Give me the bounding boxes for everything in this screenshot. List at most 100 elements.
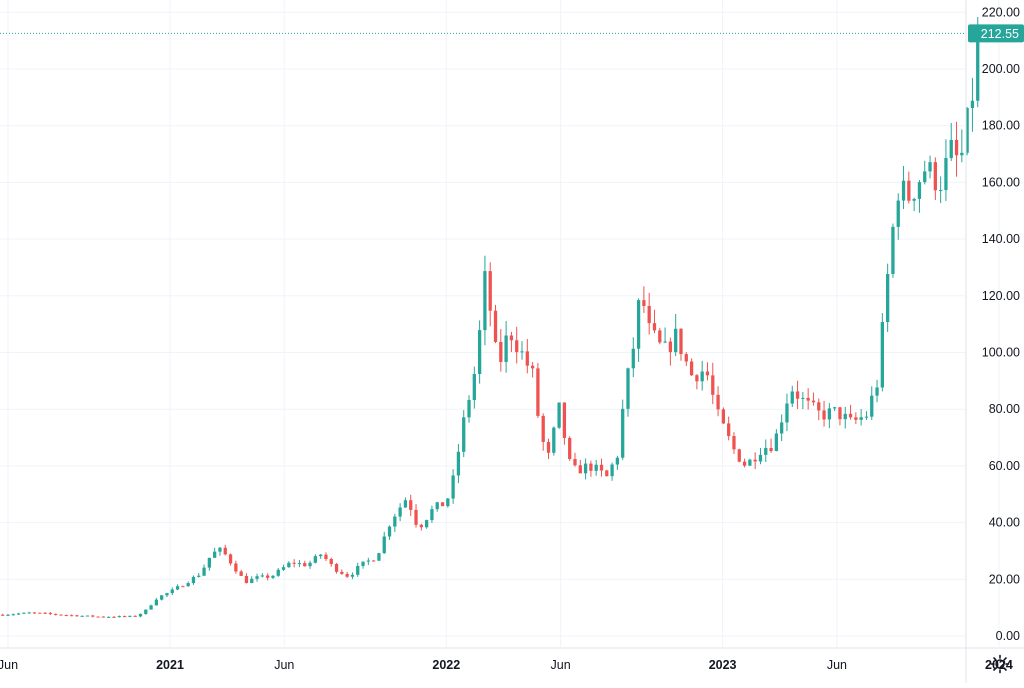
candle-body	[636, 300, 641, 349]
candle-body	[679, 328, 683, 355]
candle-body	[536, 368, 540, 416]
y-tick-label: 0.00	[996, 629, 1020, 643]
x-tick-label: Jun	[827, 658, 847, 672]
y-tick-label: 160.00	[982, 175, 1020, 189]
y-tick-label: 60.00	[989, 459, 1020, 473]
candle-body	[234, 563, 238, 572]
candle-layer	[1, 16, 980, 618]
settings-gear-icon[interactable]	[990, 654, 1010, 674]
candle-body	[833, 407, 837, 409]
candle-body	[59, 614, 63, 616]
candle-body	[727, 423, 731, 437]
candle-body	[806, 397, 810, 401]
candle-body	[589, 463, 593, 471]
candle-body	[795, 391, 800, 399]
candle-body	[91, 615, 95, 617]
candle-body	[907, 180, 911, 201]
candle-body	[287, 562, 291, 568]
candle-body	[515, 340, 519, 353]
candle-body	[1, 614, 5, 616]
candle-body	[875, 387, 879, 396]
candle-body	[324, 554, 328, 559]
candle-body	[684, 354, 688, 362]
candle-body	[393, 516, 397, 527]
candle-body	[382, 536, 386, 554]
candle-body	[891, 226, 895, 274]
candle-body	[944, 158, 948, 190]
x-tick-label: Jun	[274, 658, 294, 672]
candle-body	[85, 615, 90, 617]
candle-body	[658, 330, 662, 343]
candle-body	[896, 200, 900, 227]
candle-body	[160, 595, 164, 600]
candle-body	[38, 612, 42, 614]
candle-body	[631, 348, 635, 369]
candle-body	[938, 189, 943, 191]
candle-body	[610, 464, 614, 477]
candle-body	[154, 599, 159, 606]
candle-body	[181, 586, 185, 588]
candle-body	[721, 409, 726, 424]
candle-body	[435, 502, 439, 510]
candle-body	[859, 417, 863, 420]
candle-body	[732, 436, 736, 450]
candle-body	[880, 322, 884, 388]
candle-body	[133, 615, 137, 617]
y-tick-label: 180.00	[982, 119, 1020, 133]
candle-body	[901, 180, 906, 201]
candle-body	[191, 576, 196, 584]
candle-body	[430, 509, 434, 521]
candle-body	[811, 400, 816, 403]
candle-body	[854, 417, 858, 420]
candle-body	[101, 616, 106, 618]
candle-body	[509, 335, 514, 341]
candle-body	[578, 465, 582, 474]
candle-body	[928, 162, 932, 172]
candle-body	[605, 470, 609, 477]
candle-body	[32, 612, 37, 614]
candle-body	[207, 557, 212, 568]
candle-body	[170, 589, 174, 594]
candle-body	[223, 547, 227, 555]
candle-body	[462, 417, 466, 452]
x-tick-label: Jun	[0, 658, 18, 672]
candle-body	[202, 567, 206, 576]
candle-body	[568, 437, 572, 459]
candle-body	[822, 410, 826, 420]
candle-body	[403, 500, 408, 508]
candle-body	[165, 593, 169, 596]
candle-body	[652, 323, 657, 331]
candle-body	[848, 413, 853, 418]
candle-body	[758, 454, 763, 462]
candle-body	[398, 507, 402, 517]
x-tick-label: 2021	[156, 658, 184, 672]
candle-body	[737, 449, 741, 462]
candle-body	[419, 524, 423, 528]
candle-body	[886, 273, 890, 323]
candle-body	[689, 361, 694, 376]
candle-body	[801, 397, 805, 399]
candle-body	[250, 578, 254, 584]
candle-body	[769, 447, 773, 452]
last-price-label: 212.55	[981, 27, 1019, 41]
candle-body	[748, 459, 752, 466]
candle-body	[525, 351, 529, 366]
candle-body	[562, 402, 567, 438]
y-tick-label: 220.00	[982, 5, 1020, 19]
candle-body	[112, 616, 116, 618]
candle-body	[11, 614, 15, 616]
candle-body	[255, 576, 259, 579]
y-tick-label: 120.00	[982, 289, 1020, 303]
candle-body	[239, 571, 243, 576]
candle-body	[440, 502, 445, 507]
candle-body	[499, 341, 503, 362]
candle-body	[493, 310, 498, 342]
candle-body	[144, 609, 148, 614]
y-tick-label: 80.00	[989, 402, 1020, 416]
candle-body	[530, 365, 535, 369]
x-tick-label: 2023	[709, 658, 737, 672]
candle-body	[387, 526, 392, 537]
